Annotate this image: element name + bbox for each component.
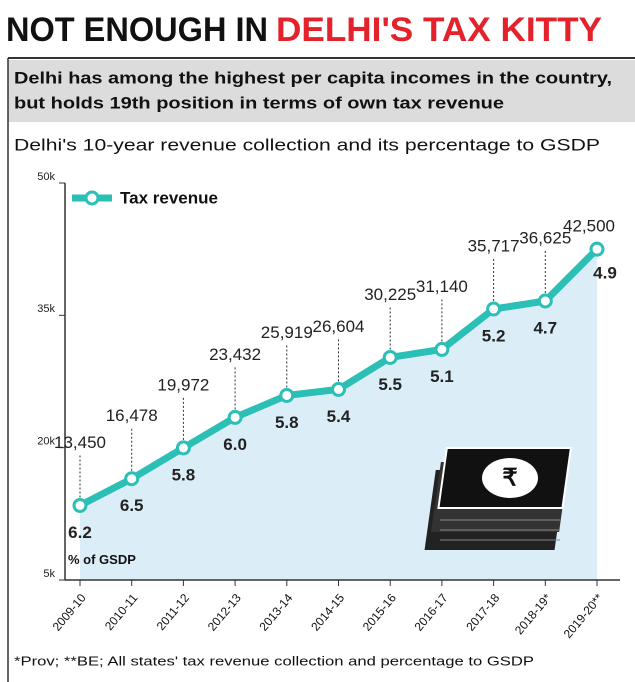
x-tick-label: 2012-13 (205, 591, 244, 634)
gsdp-caption: % of GSDP (68, 552, 136, 567)
value-label: 13,450 (54, 433, 106, 452)
gsdp-label: 4.9 (593, 264, 617, 283)
gsdp-label: 6.0 (223, 435, 247, 454)
marker (175, 440, 191, 456)
x-tick-label: 2015-16 (360, 591, 399, 634)
marker (434, 341, 450, 357)
value-label: 30,225 (364, 285, 416, 304)
gsdp-label: 5.2 (482, 326, 506, 345)
value-label: 25,919 (261, 323, 313, 342)
title-black: NOT ENOUGH IN (6, 11, 268, 49)
gsdp-label: 4.7 (533, 318, 557, 337)
y-tick-label: 50k (37, 171, 55, 183)
marker (486, 301, 502, 317)
chart-title: Delhi's 10-year revenue collection and i… (14, 135, 600, 154)
money-icon: ₹ (424, 447, 573, 550)
value-label: 26,604 (313, 317, 365, 336)
x-tick-label: 2011-12 (154, 591, 193, 633)
marker (537, 293, 553, 309)
y-tick-label: 35k (37, 303, 55, 315)
legend-label: Tax revenue (120, 188, 218, 207)
gsdp-label: 6.2 (68, 523, 92, 542)
y-tick-label: 5k (43, 568, 55, 580)
gsdp-label: 5.8 (172, 465, 196, 484)
y-tick-label: 20k (37, 436, 55, 448)
value-label: 31,140 (416, 277, 468, 296)
marker (124, 471, 140, 487)
marker (227, 409, 243, 425)
x-tick-label: 2010-11 (102, 591, 141, 633)
marker (72, 497, 88, 513)
gsdp-label: 5.4 (327, 407, 351, 426)
gsdp-label: 5.1 (430, 367, 454, 386)
value-label: 16,478 (106, 406, 158, 425)
marker (382, 349, 398, 365)
legend-marker (84, 190, 100, 206)
x-tick-label: 2018-19* (512, 591, 554, 638)
subtitle: Delhi has among the highest per capita i… (14, 68, 612, 87)
x-tick-label: 2016-17 (412, 591, 451, 634)
x-tick-label: 2013-14 (256, 591, 295, 634)
x-tick-label: 2014-15 (308, 591, 347, 634)
value-label: 35,717 (468, 236, 520, 255)
subtitle: but holds 19th position in terms of own … (14, 93, 504, 112)
value-label: 42,500 (563, 217, 615, 236)
value-label: 19,972 (157, 375, 209, 394)
gsdp-label: 5.8 (275, 413, 299, 432)
x-tick-label: 2019-20** (561, 591, 606, 641)
subtitle-box (8, 60, 635, 122)
gsdp-label: 5.5 (378, 375, 402, 394)
x-tick-label: 2017-18 (463, 591, 502, 634)
x-tick-label: 2009-10 (50, 591, 89, 634)
svg-text:₹: ₹ (502, 464, 517, 491)
marker (331, 381, 346, 397)
title-red: DELHI'S TAX KITTY (276, 11, 602, 49)
gsdp-label: 6.5 (120, 496, 144, 515)
value-label: 36,625 (519, 228, 571, 247)
footnote: *Prov; **BE; All states' tax revenue col… (14, 653, 534, 668)
marker (589, 241, 605, 257)
marker (279, 387, 295, 403)
value-label: 23,432 (209, 345, 261, 364)
